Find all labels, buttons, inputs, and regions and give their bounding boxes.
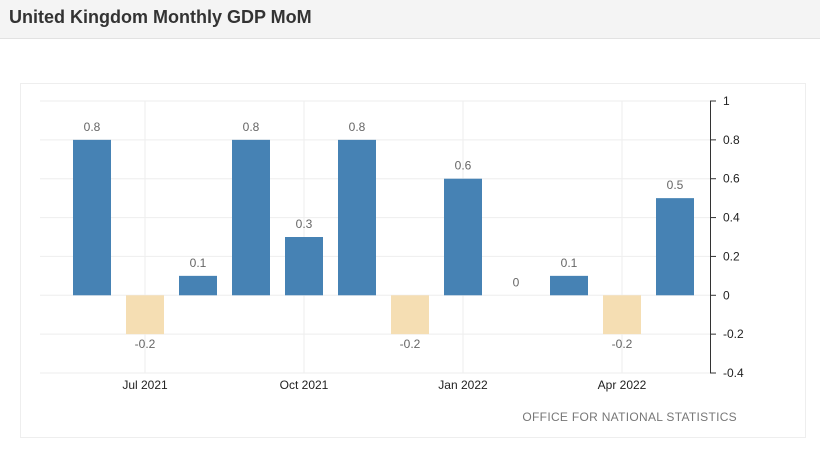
- data-label: -0.2: [612, 337, 633, 351]
- chart-title: United Kingdom Monthly GDP MoM: [9, 7, 312, 27]
- bar: [232, 139, 270, 296]
- source-label: OFFICE FOR NATIONAL STATISTICS: [522, 410, 737, 424]
- data-label: 0.5: [667, 178, 684, 192]
- x-tick-label: Jul 2021: [122, 378, 168, 392]
- bar: [656, 198, 694, 296]
- data-label: -0.2: [400, 337, 421, 351]
- bar: [550, 275, 588, 296]
- data-label: 0.1: [190, 256, 207, 270]
- y-tick-label: 0.2: [723, 249, 740, 263]
- y-tick-label: -0.4: [723, 366, 744, 380]
- x-tick-label: Apr 2022: [598, 378, 647, 392]
- data-label: 0: [513, 275, 520, 289]
- x-tick-label: Oct 2021: [280, 378, 329, 392]
- data-label: -0.2: [135, 337, 156, 351]
- bar: [285, 237, 323, 296]
- bar: [391, 295, 429, 335]
- bar: [603, 295, 641, 335]
- y-tick-label: 0.8: [723, 133, 740, 147]
- bar: [179, 275, 217, 296]
- y-tick-label: -0.2: [723, 327, 744, 341]
- data-label: 0.8: [349, 120, 366, 134]
- bar: [126, 295, 164, 335]
- data-label: 0.1: [561, 256, 578, 270]
- y-tick-label: 0.4: [723, 211, 740, 225]
- data-label: 0.8: [243, 120, 260, 134]
- chart-header: United Kingdom Monthly GDP MoM: [0, 0, 820, 39]
- bar: [444, 178, 482, 296]
- data-label: 0.3: [296, 217, 313, 231]
- x-tick-label: Jan 2022: [438, 378, 488, 392]
- y-tick-label: 1: [723, 94, 730, 108]
- y-tick-label: 0.6: [723, 172, 740, 186]
- bar: [73, 139, 111, 296]
- y-tick-label: 0: [723, 288, 730, 302]
- data-label: 0.8: [84, 120, 101, 134]
- data-label: 0.6: [455, 159, 472, 173]
- bar: [338, 139, 376, 296]
